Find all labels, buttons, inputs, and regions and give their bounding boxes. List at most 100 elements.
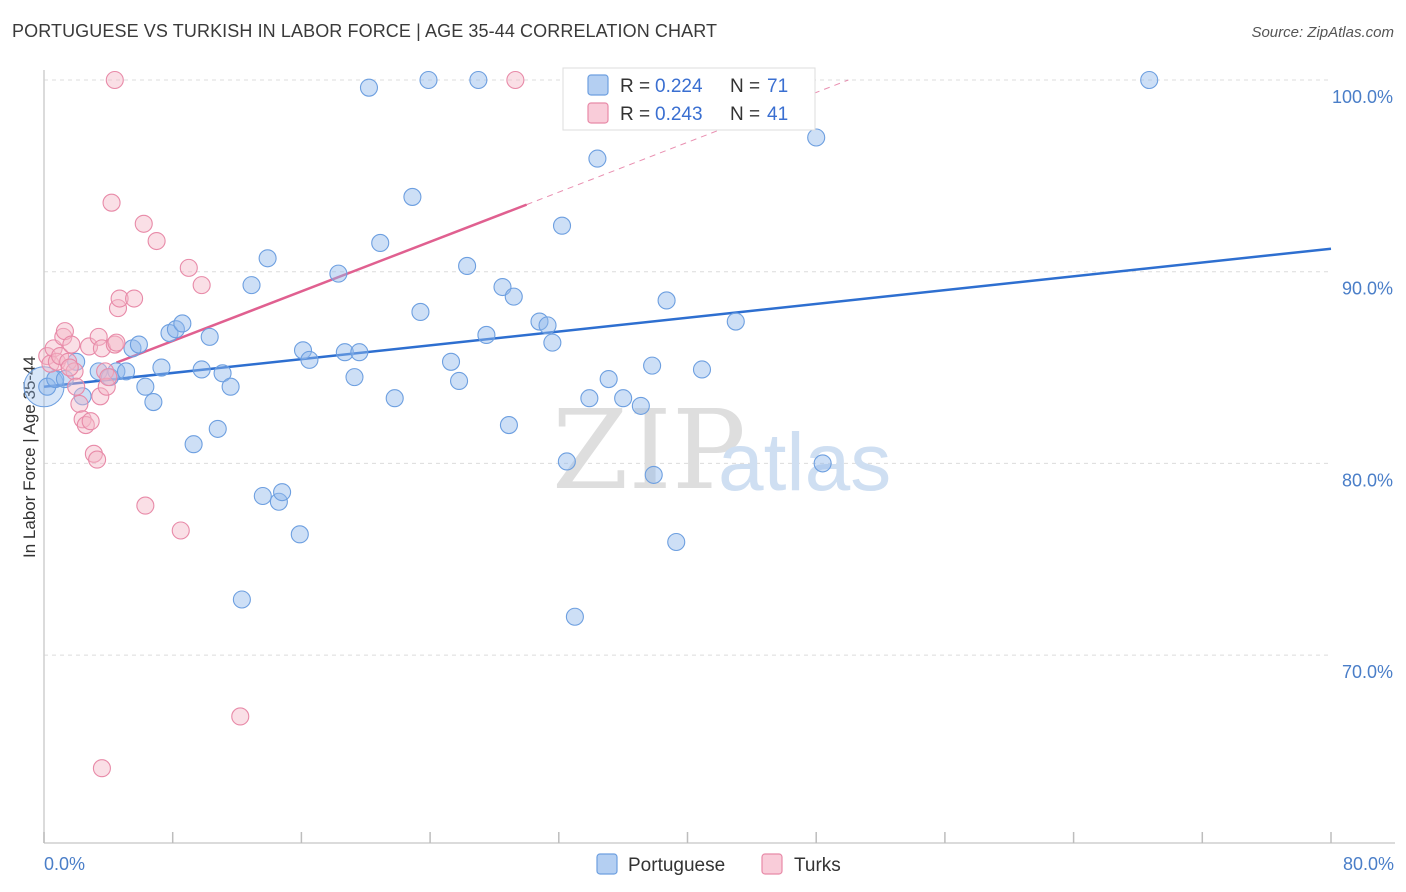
point-portuguese (726, 312, 745, 331)
point-turks (41, 354, 60, 373)
point-portuguese (184, 435, 203, 454)
point-portuguese (258, 249, 277, 268)
legend-n-label-portuguese: N = (730, 76, 760, 97)
point-turks (81, 412, 100, 431)
stats-legend: R = 0.224 N = 71 R = 0.243 N = 41 (562, 67, 816, 131)
point-portuguese (499, 416, 518, 435)
point-turks (506, 70, 525, 90)
point-portuguese (129, 335, 148, 354)
legend-r-value-portuguese: 0.224 (655, 76, 703, 97)
point-turks (60, 358, 79, 377)
point-turks (67, 377, 86, 396)
point-turks (99, 368, 118, 387)
point-portuguese (371, 233, 390, 252)
trendline-turks (115, 203, 528, 364)
point-portuguese (557, 452, 576, 471)
y-tick-label: 90.0% (1342, 279, 1393, 299)
legend-n-label-turks: N = (730, 104, 760, 125)
legend-r-label-portuguese: R = (620, 76, 650, 97)
point-turks (62, 335, 81, 354)
legend-r-value-turks: 0.243 (655, 104, 703, 125)
point-portuguese (269, 492, 288, 511)
point-portuguese (192, 360, 211, 379)
point-portuguese (293, 341, 313, 360)
y-tick-label: 70.0% (1342, 662, 1393, 682)
point-portuguese (253, 486, 272, 506)
point-turks (147, 231, 166, 251)
point-turks (107, 333, 126, 352)
points-layer (23, 70, 1159, 778)
point-portuguese (450, 371, 469, 391)
point-portuguese (807, 128, 826, 147)
point-portuguese (242, 276, 261, 295)
point-turks (88, 450, 107, 469)
bottom-legend-label-turks: Turks (794, 855, 841, 876)
point-portuguese (290, 525, 309, 544)
point-portuguese (329, 264, 348, 283)
point-portuguese (543, 333, 562, 352)
point-turks (110, 289, 129, 308)
point-turks (70, 394, 89, 414)
point-portuguese (350, 343, 369, 362)
point-portuguese (221, 377, 240, 396)
point-turks (231, 707, 250, 726)
point-portuguese (273, 483, 292, 502)
chart-source: Source: ZipAtlas.com (1251, 24, 1394, 41)
legend-n-value-portuguese: 71 (767, 76, 788, 97)
legend-r-label-turks: R = (620, 104, 650, 125)
point-portuguese (385, 389, 404, 408)
point-turks (179, 258, 198, 277)
point-portuguese (300, 350, 319, 369)
point-portuguese (643, 356, 662, 375)
point-portuguese (477, 325, 496, 345)
legend-n-value-turks: 41 (767, 104, 788, 125)
point-portuguese (152, 358, 171, 377)
y-tick-label: 80.0% (1342, 470, 1393, 490)
point-portuguese (667, 532, 686, 552)
y-axis-label: In Labor Force | Age 35-44 (20, 356, 39, 558)
point-portuguese (538, 316, 557, 335)
series-legend: Portuguese Turks (596, 853, 841, 876)
x-tick-label-min: 0.0% (44, 854, 85, 874)
point-portuguese (200, 327, 219, 346)
point-portuguese (657, 291, 676, 310)
legend-swatch-turks (587, 102, 609, 124)
chart-title: PORTUGUESE VS TURKISH IN LABOR FORCE | A… (12, 21, 718, 41)
point-portuguese (813, 454, 832, 473)
point-portuguese (359, 78, 379, 97)
point-turks (134, 214, 153, 233)
point-portuguese (588, 149, 607, 168)
point-portuguese (232, 590, 251, 609)
point-portuguese (469, 70, 488, 90)
y-tick-labels: 70.0% 80.0% 90.0% 100.0% (1332, 87, 1393, 682)
point-turks (91, 387, 110, 406)
point-portuguese (173, 314, 192, 333)
bottom-legend-swatch-portuguese (596, 853, 618, 875)
point-portuguese (419, 70, 438, 90)
point-portuguese (403, 187, 422, 206)
point-turks (136, 496, 155, 515)
point-portuguese (552, 216, 572, 235)
axes-layer (43, 70, 1395, 844)
point-portuguese (89, 362, 108, 381)
x-tick-label-max: 80.0% (1343, 854, 1394, 874)
point-portuguese (213, 364, 232, 383)
point-portuguese (614, 389, 633, 408)
point-portuguese (458, 256, 477, 275)
point-turks (102, 193, 121, 212)
point-turks (89, 327, 108, 346)
point-portuguese (116, 362, 136, 381)
point-turks (171, 521, 190, 540)
point-turks (84, 444, 103, 463)
bottom-legend-swatch-turks (761, 853, 783, 875)
point-portuguese (136, 377, 155, 396)
point-portuguese (1140, 70, 1159, 90)
point-turks (97, 377, 116, 396)
point-portuguese (692, 360, 712, 379)
point-portuguese (345, 368, 364, 387)
point-turks (125, 289, 144, 308)
point-portuguese (208, 419, 227, 438)
point-turks (92, 759, 111, 778)
point-portuguese (504, 287, 523, 306)
